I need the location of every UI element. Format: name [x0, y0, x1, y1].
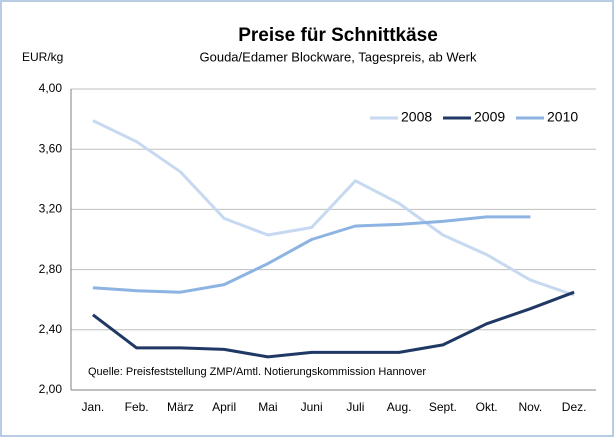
annotation: Quelle: Preisfeststellung ZMP/Amtl. Noti… [88, 366, 426, 378]
y-tick-label: 2,40 [39, 322, 63, 336]
line-series [91, 290, 575, 359]
legend-label: 2009 [474, 109, 505, 125]
y-tick-label: 2,80 [39, 262, 63, 276]
y-tick-label: 2,00 [39, 382, 63, 396]
chart-title: Preise für Schnittkäse [238, 25, 438, 46]
x-tick-label: März [167, 400, 194, 414]
x-tick-label: Jan. [82, 400, 105, 414]
x-tick-label: Aug. [387, 400, 412, 414]
x-tick-label: Dez. [562, 400, 587, 414]
x-tick-label: Nov. [518, 400, 542, 414]
x-tick-label: Feb. [125, 400, 149, 414]
chart-subtitle: Gouda/Edamer Blockware, Tagespreis, ab W… [200, 49, 477, 64]
x-tick-label: Mai [258, 400, 277, 414]
line-series [92, 119, 575, 297]
x-tick-label: Juni [301, 400, 323, 414]
y-tick-label: 3,20 [39, 202, 63, 216]
x-tick-label: Okt. [476, 400, 498, 414]
y-axis-label: EUR/kg [22, 50, 63, 64]
legend-label: 2010 [547, 109, 578, 125]
y-tick-label: 4,00 [39, 81, 63, 95]
line-series [92, 215, 531, 294]
x-tick-label: Juli [346, 400, 364, 414]
x-tick-label: Sept. [429, 400, 457, 414]
x-tick-label: April [212, 400, 236, 414]
legend-label: 2008 [401, 109, 432, 125]
y-tick-label: 3,60 [39, 141, 63, 155]
